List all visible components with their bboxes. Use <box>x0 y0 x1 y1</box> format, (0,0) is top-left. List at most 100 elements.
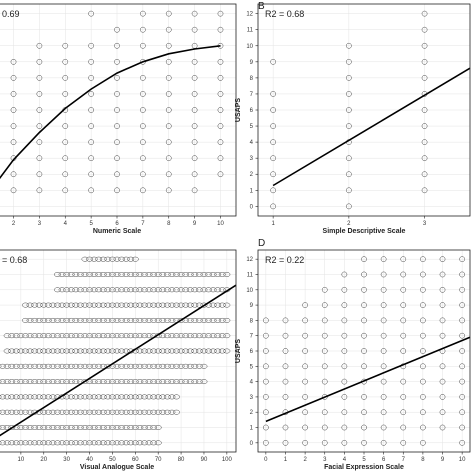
data-point <box>421 171 428 178</box>
data-point <box>99 425 107 430</box>
data-point <box>104 333 112 339</box>
data-point <box>81 317 89 323</box>
data-point <box>159 379 167 385</box>
data-point <box>420 271 426 278</box>
data-point <box>72 425 80 430</box>
data-point <box>22 333 29 339</box>
data-point <box>191 58 198 65</box>
data-point <box>191 171 198 178</box>
data-point <box>270 171 276 178</box>
fit-line <box>272 67 471 187</box>
data-point <box>341 394 348 400</box>
data-point <box>136 394 144 400</box>
y-axis-label: USAPS <box>235 339 242 363</box>
data-point <box>191 363 199 369</box>
data-point <box>49 394 57 400</box>
data-point <box>95 409 103 415</box>
data-point <box>108 333 116 339</box>
data-point <box>182 302 190 308</box>
data-point <box>49 317 57 323</box>
data-point <box>150 363 158 369</box>
data-point <box>104 302 112 308</box>
data-point <box>54 348 61 354</box>
y-tick-label: 6 <box>250 108 254 114</box>
data-point <box>400 286 407 293</box>
x-tick-label: 0 <box>264 457 268 463</box>
data-point <box>380 302 387 308</box>
data-point <box>302 302 308 308</box>
data-point <box>54 287 61 293</box>
data-point <box>186 379 194 385</box>
data-point <box>346 187 352 194</box>
x-tick-label: 3 <box>323 457 327 463</box>
data-point <box>420 439 426 446</box>
data-point <box>346 91 352 97</box>
data-point <box>191 123 198 129</box>
data-point <box>81 440 89 446</box>
data-point <box>81 348 89 354</box>
data-point <box>214 317 222 323</box>
data-point <box>154 348 162 354</box>
data-point <box>118 272 126 277</box>
data-point <box>131 440 139 446</box>
data-point <box>3 409 11 415</box>
x-tick-label: 5 <box>362 457 366 463</box>
data-point <box>140 10 146 17</box>
data-point <box>99 409 107 415</box>
data-point <box>22 440 29 446</box>
x-tick-label: 20 <box>40 457 47 463</box>
data-point <box>420 256 426 263</box>
y-tick-label: 4 <box>250 380 254 386</box>
data-point <box>270 139 276 145</box>
data-point <box>141 333 148 339</box>
data-point <box>400 409 407 416</box>
data-point <box>10 171 17 178</box>
data-point <box>218 317 226 323</box>
data-point <box>263 317 269 324</box>
data-point <box>90 425 98 430</box>
data-point <box>420 363 426 370</box>
data-point <box>113 394 121 400</box>
x-tick-label: 5 <box>89 221 93 227</box>
data-point <box>459 409 465 416</box>
data-point <box>99 379 107 385</box>
data-point <box>380 332 387 339</box>
data-point <box>200 302 208 308</box>
data-point <box>0 364 2 369</box>
data-point <box>421 139 428 145</box>
r2-annotation: R2 = 0.68 <box>265 9 304 19</box>
data-point <box>182 287 190 293</box>
data-point <box>31 379 39 385</box>
data-point <box>459 317 465 324</box>
data-point <box>186 317 194 323</box>
data-point <box>439 409 446 416</box>
data-point <box>145 272 153 277</box>
data-point <box>122 394 130 400</box>
data-point <box>86 440 93 446</box>
data-point <box>108 256 116 262</box>
data-point <box>62 155 69 162</box>
data-point <box>99 363 107 369</box>
data-point <box>223 272 231 277</box>
data-point <box>17 348 25 354</box>
data-point <box>195 302 203 308</box>
data-point <box>380 424 387 431</box>
x-tick-label: 8 <box>167 221 171 227</box>
data-point <box>49 333 57 339</box>
data-point <box>86 302 93 308</box>
data-point <box>99 348 107 354</box>
data-point <box>88 42 94 49</box>
x-tick-label: 10 <box>459 457 466 463</box>
data-point <box>118 333 126 339</box>
data-point <box>263 378 269 385</box>
data-point <box>31 440 39 446</box>
data-point <box>154 317 162 323</box>
data-point <box>195 317 203 323</box>
data-point <box>400 424 407 431</box>
data-point <box>54 379 61 385</box>
data-point <box>0 425 7 430</box>
data-point <box>136 287 144 293</box>
data-point <box>223 317 231 323</box>
data-point <box>361 332 367 339</box>
data-point <box>0 410 2 415</box>
